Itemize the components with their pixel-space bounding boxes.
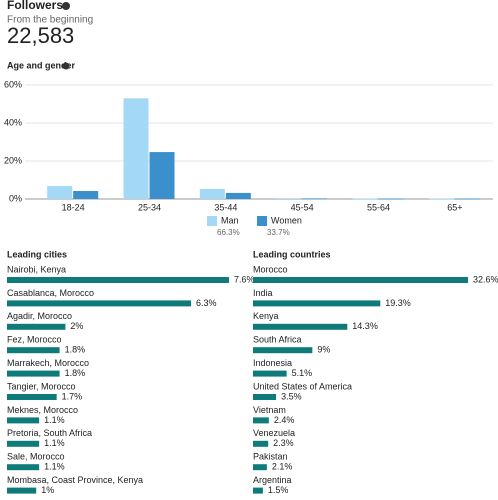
list-item-name: Argentina [253,475,292,485]
list-bar [253,277,468,283]
list-value-label: 32.6% [473,274,498,284]
list-value-label: 2% [70,321,83,331]
list-value-label: 1% [41,485,54,495]
bar [225,192,251,199]
list-value-label: 6.3% [196,298,217,308]
list-value-label: 19.3% [385,298,411,308]
list-item-name: India [253,288,273,298]
list-bar [253,370,287,377]
list-bar [7,417,40,424]
followers-subtitle: From the beginning [7,15,93,26]
list-bar [7,323,66,330]
x-tick-label: 35-44 [214,202,237,212]
legend-label: Women [271,215,302,225]
list-value-label: 5.1% [292,368,313,378]
x-tick-label: 65+ [447,202,462,212]
info-icon[interactable] [62,62,70,70]
list-bar [7,370,60,377]
list-item-name: Mombasa, Coast Province, Kenya [7,475,143,485]
bar [47,186,73,199]
list-item-name: Fez, Morocco [7,335,62,345]
list-bar [7,394,57,400]
list-bar [253,440,269,447]
list-item-name: Agadir, Morocco [7,311,72,321]
list-item-name: Indonesia [253,358,292,368]
bar [302,198,328,200]
bar [352,198,378,200]
list-item-name: Sale, Morocco [7,452,65,462]
bar [149,152,175,199]
list-value-label: 1.1% [44,415,65,425]
list-title: Leading countries [253,249,331,259]
list-bar [7,440,40,447]
list-item-name: Venezuela [253,428,295,438]
list-bar [253,394,277,400]
y-tick-label: 0% [9,193,22,203]
list-bar [7,277,229,283]
legend-label: Man [221,215,239,225]
list-value-label: 1.1% [44,438,65,448]
bar [276,198,302,200]
bar [199,188,225,199]
list-item-name: Pretoria, South Africa [7,428,92,438]
x-tick-label: 25-34 [138,202,161,212]
list-item-name: Meknes, Morocco [7,405,78,415]
list-item-name: United States of America [253,381,352,391]
list-item-name: Pakistan [253,452,288,462]
list-value-label: 2.4% [274,415,295,425]
list-item-name: Tangier, Morocco [7,381,76,391]
list-value-label: 2.1% [272,462,293,472]
list-value-label: 1.8% [65,368,86,378]
list-value-label: 3.5% [281,391,302,401]
list-value-label: 1.7% [62,391,83,401]
bar [123,98,149,199]
chart-title: Age and gender [7,60,76,70]
followers-total: 22,583 [7,23,74,48]
list-bar [253,323,348,330]
list-bar [253,464,267,471]
x-tick-label: 55-64 [367,202,390,212]
x-tick-label: 18-24 [62,202,85,212]
legend-share: 66.3% [217,228,240,237]
list-bar [7,464,40,471]
list-item-name: South Africa [253,335,302,345]
info-icon[interactable] [62,2,70,10]
y-tick-label: 20% [4,155,22,165]
legend-swatch [257,216,267,226]
list-item-name: Morocco [253,264,288,274]
list-bar [253,347,313,354]
y-tick-label: 60% [4,79,22,89]
legend-share: 33.7% [267,228,290,237]
list-bar [7,487,37,494]
y-tick-label: 40% [4,117,22,127]
list-bar [7,347,60,354]
list-item-name: Marrakech, Morocco [7,358,89,368]
list-item-name: Vietnam [253,405,286,415]
bar [428,198,454,200]
list-value-label: 9% [317,345,330,355]
list-value-label: 7.6% [234,274,255,284]
list-item-name: Casablanca, Morocco [7,288,94,298]
list-bar [253,487,263,494]
list-value-label: 1.8% [65,345,86,355]
list-bar [253,300,381,307]
list-value-label: 14.3% [352,321,378,331]
list-bar [253,417,269,424]
list-item-name: Kenya [253,311,279,321]
list-value-label: 1.5% [268,485,289,495]
bar [454,198,480,200]
bar [73,191,99,199]
list-value-label: 1.1% [44,462,65,472]
list-title: Leading cities [7,249,67,259]
followers-title: Followers [7,0,63,12]
bar [378,198,404,200]
list-value-label: 2.3% [273,438,294,448]
x-tick-label: 45-54 [291,202,314,212]
list-bar [7,300,192,307]
legend-swatch [207,216,217,226]
list-item-name: Nairobi, Kenya [7,264,66,274]
